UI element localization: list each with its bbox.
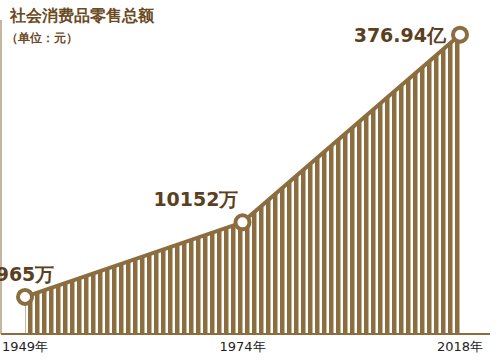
svg-text:965万: 965万	[8, 263, 54, 285]
svg-text:2018年: 2018年	[437, 339, 483, 354]
svg-text:1974年: 1974年	[219, 339, 265, 354]
svg-text:376.94亿: 376.94亿	[354, 24, 447, 46]
svg-text:10152万: 10152万	[153, 188, 238, 210]
html-text:社会消费品零售总额: 社会消费品零售总额	[10, 6, 154, 25]
svg-text:1949年: 1949年	[8, 339, 48, 354]
html-text:（单位：元）: （单位：元）	[6, 31, 78, 45]
